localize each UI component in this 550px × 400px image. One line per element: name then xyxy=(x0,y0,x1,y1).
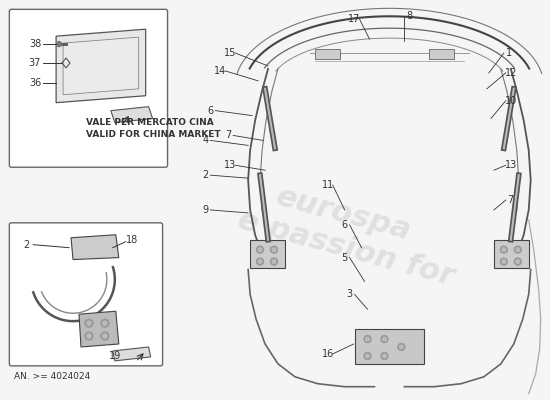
Polygon shape xyxy=(71,235,119,260)
Circle shape xyxy=(85,319,93,327)
Text: 14: 14 xyxy=(214,66,227,76)
Polygon shape xyxy=(79,311,119,347)
Circle shape xyxy=(258,248,262,252)
Text: 13: 13 xyxy=(505,160,517,170)
Circle shape xyxy=(366,354,369,358)
Text: VALE PER MERCATO CINA: VALE PER MERCATO CINA xyxy=(86,118,214,127)
Circle shape xyxy=(383,354,386,358)
Bar xyxy=(355,329,424,364)
Circle shape xyxy=(272,248,276,252)
Circle shape xyxy=(103,334,107,338)
Circle shape xyxy=(271,258,278,265)
Polygon shape xyxy=(63,37,139,95)
Text: 1: 1 xyxy=(506,48,512,58)
Text: VALID FOR CHINA MARKET: VALID FOR CHINA MARKET xyxy=(86,130,221,139)
Text: 19: 19 xyxy=(109,351,121,361)
Circle shape xyxy=(57,42,62,46)
Bar xyxy=(250,240,285,268)
Text: 10: 10 xyxy=(505,96,517,106)
Text: 15: 15 xyxy=(224,48,236,58)
Text: 3: 3 xyxy=(346,289,353,299)
Circle shape xyxy=(366,337,369,341)
FancyBboxPatch shape xyxy=(9,223,163,366)
Text: 7: 7 xyxy=(508,195,514,205)
Text: 16: 16 xyxy=(322,349,334,359)
Bar xyxy=(315,49,340,59)
Circle shape xyxy=(272,260,276,263)
Text: 37: 37 xyxy=(29,58,41,68)
Circle shape xyxy=(257,246,263,253)
Text: 36: 36 xyxy=(29,78,41,88)
Circle shape xyxy=(381,352,388,359)
Text: AN. >= 4024024: AN. >= 4024024 xyxy=(14,372,91,381)
Circle shape xyxy=(381,336,388,342)
Text: 6: 6 xyxy=(342,220,348,230)
Polygon shape xyxy=(111,107,152,122)
Circle shape xyxy=(500,246,507,253)
Circle shape xyxy=(87,334,91,338)
Text: 2: 2 xyxy=(202,170,208,180)
Circle shape xyxy=(364,336,371,342)
Text: 38: 38 xyxy=(29,39,41,49)
Text: 6: 6 xyxy=(207,106,213,116)
Circle shape xyxy=(383,337,386,341)
Circle shape xyxy=(398,344,405,350)
Bar xyxy=(494,240,529,268)
Bar xyxy=(429,49,454,59)
Circle shape xyxy=(502,248,505,252)
Text: 9: 9 xyxy=(202,205,208,215)
Text: 11: 11 xyxy=(322,180,334,190)
Text: 4: 4 xyxy=(202,136,208,146)
Text: eurospa
  e passion for: eurospa e passion for xyxy=(213,168,466,292)
Circle shape xyxy=(399,345,403,349)
Circle shape xyxy=(101,332,109,340)
Text: 18: 18 xyxy=(126,235,138,245)
Text: 8: 8 xyxy=(406,11,412,21)
Circle shape xyxy=(514,246,521,253)
Text: 2: 2 xyxy=(23,240,30,250)
FancyBboxPatch shape xyxy=(9,9,168,167)
Circle shape xyxy=(364,352,371,359)
Text: 17: 17 xyxy=(348,14,361,24)
Circle shape xyxy=(257,258,263,265)
Circle shape xyxy=(502,260,505,263)
Text: 7: 7 xyxy=(225,130,232,140)
Circle shape xyxy=(101,319,109,327)
Polygon shape xyxy=(113,347,151,361)
Circle shape xyxy=(103,321,107,325)
Circle shape xyxy=(500,258,507,265)
Text: 5: 5 xyxy=(342,252,348,262)
Circle shape xyxy=(85,332,93,340)
Circle shape xyxy=(258,260,262,263)
Polygon shape xyxy=(56,29,146,103)
Text: 12: 12 xyxy=(504,68,517,78)
Circle shape xyxy=(516,260,520,263)
Circle shape xyxy=(516,248,520,252)
Circle shape xyxy=(271,246,278,253)
Circle shape xyxy=(514,258,521,265)
Circle shape xyxy=(87,321,91,325)
Text: 13: 13 xyxy=(224,160,236,170)
